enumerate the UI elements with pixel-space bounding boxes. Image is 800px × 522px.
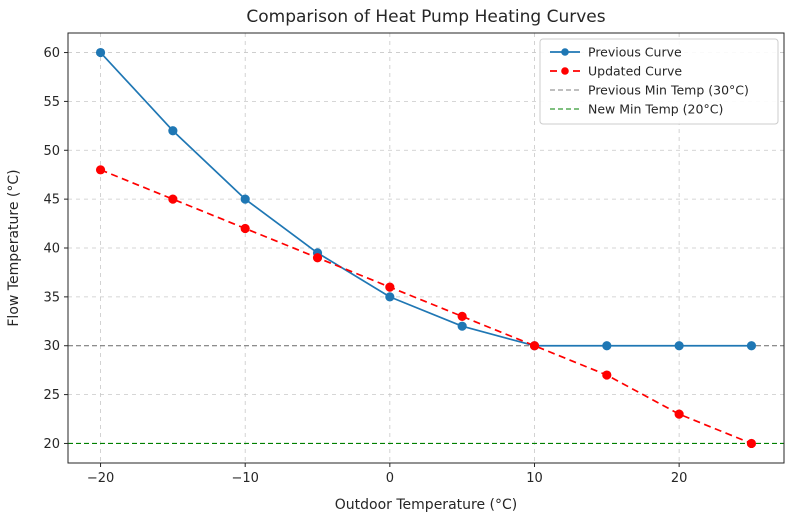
x-tick-label: 0 (386, 471, 394, 486)
data-point-marker (385, 282, 395, 292)
data-point-marker (168, 126, 178, 136)
data-point-marker (602, 370, 612, 380)
x-tick-label: 10 (526, 471, 543, 486)
x-tick-label: 20 (671, 471, 688, 486)
data-point-marker (385, 292, 395, 302)
series-line-previous-curve (99, 51, 752, 347)
data-point-marker (240, 223, 250, 234)
data-point-marker (746, 438, 757, 449)
legend-item-label: New Min Temp (20°C) (588, 102, 723, 117)
y-tick-label: 20 (43, 437, 60, 452)
y-tick-label: 35 (43, 290, 60, 305)
x-tick-label: −10 (231, 471, 258, 486)
data-point-marker (240, 194, 250, 204)
plot-area: −20 −10 0 10 20 20 25 30 35 40 45 50 55 60 Previous Cu… (43, 32, 785, 486)
legend-box (539, 38, 779, 125)
x-axis-label: Outdoor Temperature (°C) (335, 497, 517, 513)
legend: Previous Curve Updated Curve Previous Min … (539, 38, 779, 125)
data-point-marker (95, 165, 106, 175)
legend-sample-marker (561, 67, 569, 75)
x-tick-label: −20 (87, 471, 114, 486)
data-point-marker (457, 311, 467, 322)
data-point-marker (168, 194, 178, 204)
y-tick-label: 60 (43, 46, 60, 61)
chart-title: Comparison of Heat Pump Heating Curves (246, 7, 605, 27)
data-point-marker (95, 47, 106, 58)
data-point-marker (312, 253, 323, 263)
data-point-marker (602, 341, 612, 351)
data-point-marker (674, 341, 684, 351)
y-tick-label: 55 (43, 95, 60, 110)
data-point-marker (674, 409, 684, 419)
y-tick-label: 45 (43, 193, 60, 208)
y-tick-label: 30 (43, 339, 60, 354)
legend-item-label: Previous Min Temp (30°C) (588, 83, 749, 98)
series-line-updated-curve (100, 169, 752, 445)
legend-item-label: Previous Curve (588, 45, 682, 60)
data-point-marker (529, 341, 540, 351)
y-tick-label: 50 (43, 144, 60, 159)
legend-item-label: Updated Curve (588, 64, 682, 79)
data-point-marker (746, 341, 757, 351)
y-axis-label: Flow Temperature (°C) (6, 169, 22, 326)
y-tick-label: 25 (43, 388, 60, 403)
data-point-marker (457, 321, 467, 331)
legend-sample-marker (561, 48, 569, 56)
y-tick-label: 40 (43, 242, 60, 257)
